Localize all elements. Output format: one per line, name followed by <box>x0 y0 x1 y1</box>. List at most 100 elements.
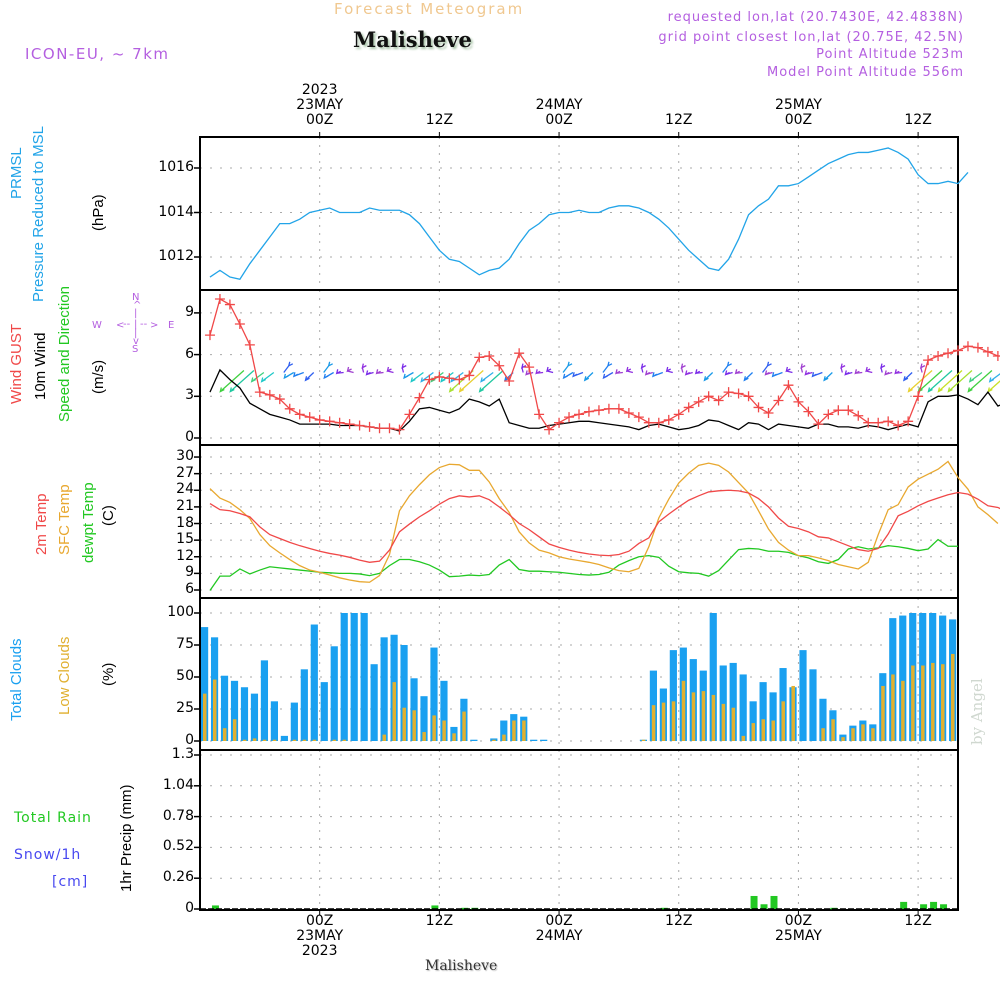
gust-marker <box>713 395 724 406</box>
gust-marker <box>384 423 395 434</box>
cloud-bar-low <box>731 707 736 741</box>
wind-arrow-head <box>743 376 749 382</box>
gust-marker <box>504 376 515 387</box>
cloud-bar-low <box>941 664 945 741</box>
wind-arrow-head <box>219 387 225 393</box>
gust-marker <box>653 417 664 428</box>
legend-snow-unit: [cm] <box>52 874 89 890</box>
gust-marker <box>294 409 305 420</box>
wind-arrow <box>786 370 793 374</box>
cloud-bar-total <box>260 660 269 741</box>
wind-arrow <box>908 370 933 392</box>
cloud-bar-total <box>500 720 508 741</box>
wind-arrow-head <box>287 361 294 368</box>
x-tick-label-top: 12Z <box>399 113 479 128</box>
gust-marker <box>992 350 1000 361</box>
wind-arrow <box>640 367 644 373</box>
cloud-bar-total <box>809 669 817 741</box>
wind-arrow-head <box>865 366 871 373</box>
gust-marker <box>833 405 844 416</box>
gust-marker <box>743 391 754 402</box>
cloud-bar-total <box>400 645 408 741</box>
wind-arrow-head <box>811 372 817 378</box>
cloud-bar-total <box>899 615 907 741</box>
gust-marker <box>923 355 934 366</box>
cloud-bar-total <box>370 664 378 741</box>
gust-marker <box>972 342 983 353</box>
cloud-bar-low <box>951 653 955 741</box>
series-line-2m-temp <box>209 489 1000 563</box>
wind-arrow-head <box>927 387 933 393</box>
gust-marker <box>424 374 435 385</box>
credit-watermark: by Angel <box>968 678 986 745</box>
y-tick-label-pressure: 1014 <box>158 203 194 220</box>
series-line-dewpt-temp <box>209 538 958 591</box>
cloud-bar-total <box>320 682 328 741</box>
cloud-bar-low <box>242 739 247 741</box>
cloud-bar-total <box>380 637 388 741</box>
gust-marker <box>933 350 944 361</box>
wind-arrow <box>928 370 953 392</box>
wind-arrow-head <box>375 369 381 375</box>
cloud-bar-total <box>739 674 747 741</box>
cloud-bar-total <box>230 680 239 741</box>
cloud-bar-low <box>661 702 666 741</box>
meteogram-subtitle: Forecast Meteogram <box>334 0 525 18</box>
x-tick-label-bottom: 12Z <box>878 914 958 929</box>
x-tick-line: 12Z <box>904 112 932 128</box>
gust-marker <box>484 350 495 361</box>
x-tick-line: 23MAY <box>296 97 344 113</box>
y-tick-label-temp: 6 <box>185 581 194 597</box>
wind-arrow-head <box>937 387 943 393</box>
gust-marker <box>234 319 245 330</box>
cloud-bar-low <box>771 720 775 741</box>
x-tick-label-bottom: 00Z 24MAY <box>519 914 599 944</box>
gust-marker <box>534 409 545 420</box>
wind-arrow-head <box>606 361 613 368</box>
cloud-bar-total <box>270 701 278 741</box>
gust-marker <box>524 362 535 373</box>
wind-arrow-head <box>420 377 426 383</box>
wind-arrow-head <box>480 377 486 383</box>
panel-temp <box>194 444 959 599</box>
x-tick-line: 12Z <box>425 913 454 929</box>
x-tick-line: 23MAY <box>296 928 344 944</box>
y-tick-label-temp: 15 <box>176 531 194 548</box>
wind-arrow-head <box>640 363 646 369</box>
x-tick-label-bottom: 12Z <box>639 914 719 929</box>
panel-frame-pressure <box>199 136 959 291</box>
wind-arrow-head <box>615 369 621 375</box>
compass-glyph: ^ <box>133 300 142 311</box>
wind-arrow <box>918 370 943 392</box>
cloud-bar-total <box>729 662 737 741</box>
cloud-bar-low <box>272 739 277 741</box>
gust-marker <box>603 403 614 414</box>
wind-arrow-head <box>703 376 709 382</box>
wind-arrow-head <box>546 366 552 373</box>
cloud-bar-total <box>201 627 209 741</box>
wind-arrow <box>920 367 923 373</box>
panel-precip <box>194 749 959 911</box>
cloud-bar-low <box>212 679 217 741</box>
wind-arrow-head <box>361 363 367 369</box>
y-tick-label-precip: 0 <box>185 900 194 916</box>
x-tick-line: 24MAY <box>535 928 583 944</box>
wind-arrow-head <box>335 369 342 375</box>
gust-marker <box>893 420 904 431</box>
cloud-bar-total <box>430 647 438 741</box>
gust-marker <box>783 380 794 391</box>
wind-arrow-head <box>323 373 329 380</box>
wind-arrow <box>521 367 524 373</box>
y-tick-label-temp: 9 <box>185 564 194 581</box>
compass-glyph: | <box>134 319 138 330</box>
gust-marker <box>334 417 345 428</box>
y-tick-label-clouds: 0 <box>185 732 194 748</box>
cloud-bar-low <box>711 694 716 741</box>
gust-marker <box>703 391 714 402</box>
cloud-bar-low <box>651 705 656 741</box>
wind-arrow-head <box>229 387 235 393</box>
y-tick-label-temp: 27 <box>176 464 194 481</box>
x-tick-label-top: 24MAY 00Z <box>519 98 599 128</box>
cloud-bar-low <box>681 680 686 741</box>
x-tick-line: 00Z <box>784 112 813 128</box>
